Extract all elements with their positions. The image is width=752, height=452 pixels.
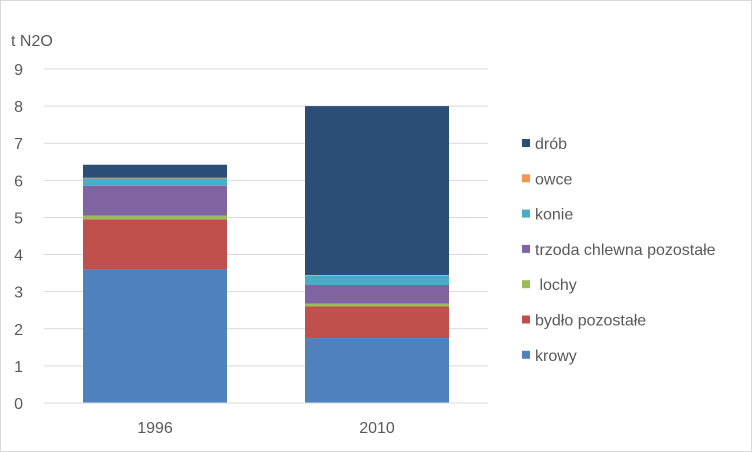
bar-segment-owce-1996 — [83, 177, 227, 179]
bar-segment-krowy-1996 — [83, 269, 227, 403]
bar-segment-konie-2010 — [305, 275, 449, 285]
y-tick-label: 6 — [14, 173, 23, 190]
legend-label: bydło pozostałe — [535, 313, 646, 330]
y-tick-label: 7 — [14, 136, 23, 153]
legend-label: konie — [535, 207, 573, 224]
bar-segment-krowy-2010 — [305, 338, 449, 403]
legend-label: owce — [535, 171, 572, 188]
legend-swatch — [522, 209, 530, 218]
y-tick-label: 5 — [14, 210, 23, 227]
legend-swatch — [522, 244, 530, 253]
legend-label: krowy — [535, 348, 577, 365]
legend-swatch — [522, 174, 530, 183]
y-tick-label: 9 — [14, 62, 23, 79]
y-axis-title: t N2O — [11, 33, 53, 50]
y-tick-label: 3 — [14, 285, 23, 302]
bar-segment-bydło-pozostałe-2010 — [305, 306, 449, 339]
bar-segment-konie-1996 — [83, 178, 227, 186]
bar-segment-bydło-pozostałe-1996 — [83, 219, 227, 270]
bars — [83, 106, 449, 403]
bar-segment-lochy-1996 — [83, 215, 227, 220]
bar-segment-trzoda-chlewna-pozostałe-2010 — [305, 284, 449, 304]
bar-segment-drób-1996 — [83, 164, 227, 178]
x-tick-label: 2010 — [359, 420, 395, 437]
bar-segment-trzoda-chlewna-pozostałe-1996 — [83, 185, 227, 216]
y-tick-label: 8 — [14, 99, 23, 116]
legend-swatch — [522, 139, 530, 147]
y-tick-label: 1 — [14, 359, 23, 376]
bar-segment-owce-2010 — [305, 274, 449, 276]
legend: drób owce konie trzoda chlewna pozostałe lo… — [522, 136, 716, 365]
axes: 0 1 2 3 4 5 6 7 8 9 1996 2010 — [14, 62, 488, 437]
x-tick-label: 1996 — [137, 420, 173, 437]
legend-swatch — [522, 315, 530, 324]
y-tick-label: 2 — [14, 322, 23, 339]
bar-segment-lochy-2010 — [305, 303, 449, 307]
bar-segment-drób-2010 — [305, 106, 449, 275]
legend-label: lochy — [535, 277, 577, 294]
legend-swatch — [522, 280, 530, 289]
legend-swatch — [522, 350, 530, 359]
y-tick-label: 4 — [14, 248, 23, 265]
legend-label: drób — [535, 136, 567, 153]
y-tick-label: 0 — [14, 396, 23, 413]
legend-label: trzoda chlewna pozostałe — [535, 242, 716, 259]
